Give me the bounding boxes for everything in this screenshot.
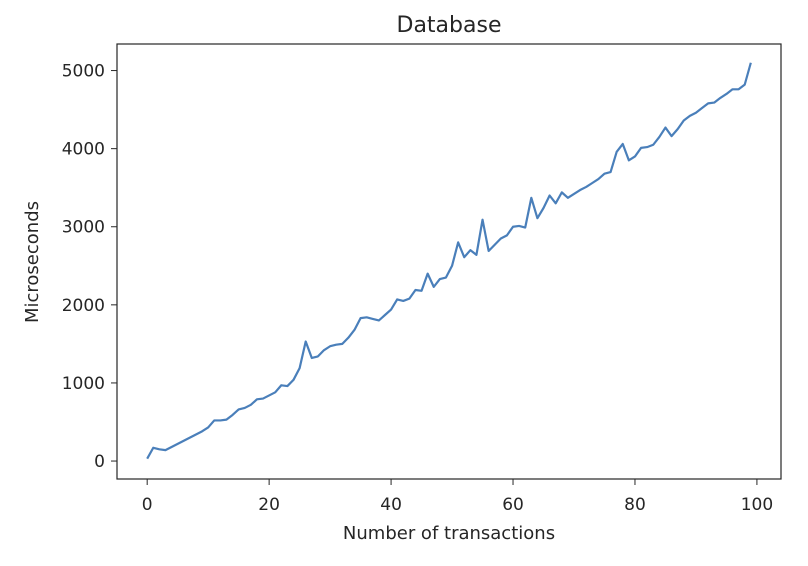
y-tick-label: 2000: [62, 296, 105, 316]
plot-frame: [116, 43, 782, 480]
series-line-0: [146, 62, 752, 460]
y-tick-label: 5000: [62, 62, 105, 82]
x-tick-label: 0: [142, 495, 153, 515]
x-tick-label: 100: [741, 495, 773, 515]
chart-title: Database: [397, 13, 502, 38]
x-tick-label: 80: [624, 495, 646, 515]
x-tick-label: 40: [380, 495, 402, 515]
x-tick-label: 60: [502, 495, 524, 515]
x-axis: 0 20 40 60 80 100: [142, 479, 773, 515]
y-tick-label: 1000: [62, 374, 105, 394]
x-tick-label: 20: [258, 495, 280, 515]
y-tick-label: 4000: [62, 140, 105, 160]
x-axis-label: Number of transactions: [343, 523, 555, 544]
y-tick-label: 3000: [62, 218, 105, 238]
y-tick-label: 0: [94, 452, 105, 472]
plot-area: [146, 62, 752, 460]
y-axis-label: Microseconds: [22, 201, 43, 323]
y-axis: 0 1000 2000 3000 4000 5000: [62, 62, 117, 472]
